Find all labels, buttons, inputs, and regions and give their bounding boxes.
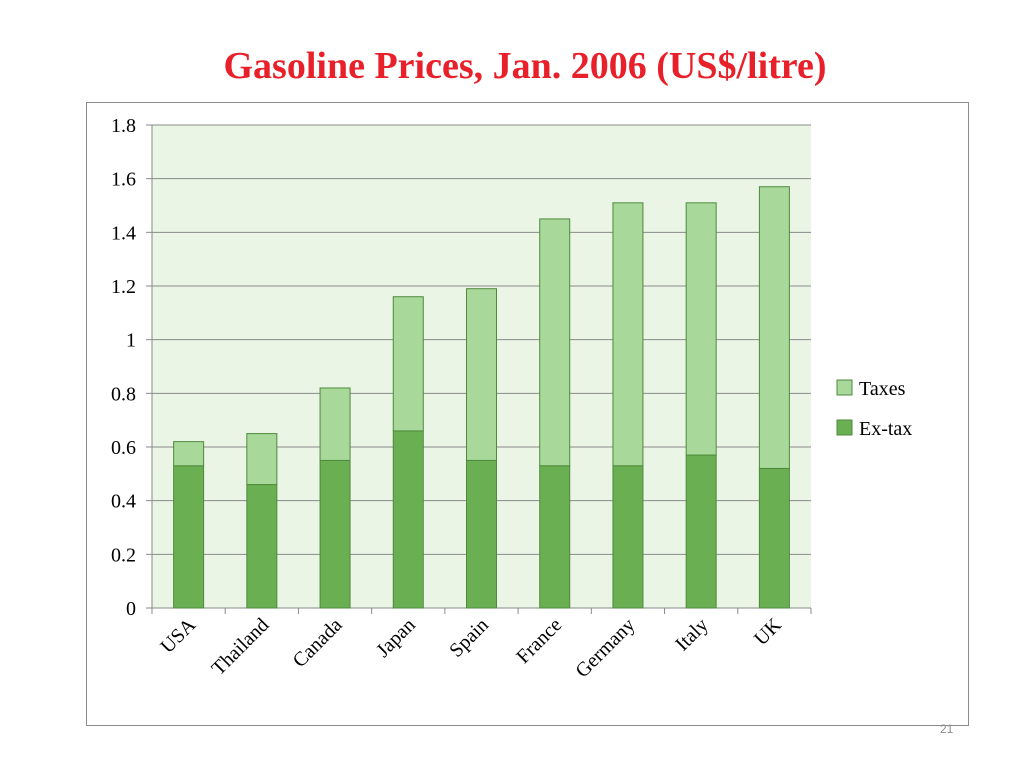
x-tick-label: Thailand [208,614,274,680]
y-tick-label: 0.4 [111,491,136,513]
bar-extax [392,430,424,609]
stacked-bar-chart: 0 0.2 0.4 0.6 0.8 1 1.2 1.4 1.6 1.8 USA Thailand Can… [111,115,912,682]
slide-title: Gasoline Prices, Jan. 2006 (US$/litre) [223,45,827,87]
bar-taxes [392,296,424,432]
x-tick-label: USA [156,614,200,658]
chart-frame: 0 0.2 0.4 0.6 0.8 1 1.2 1.4 1.6 1.8 USA Thailand Can… [86,102,969,726]
bar-extax [246,484,278,609]
bar-taxes [466,288,497,461]
bar-taxes [758,186,790,469]
bar-taxes [173,441,205,467]
y-tick-label: 0.2 [111,544,136,566]
y-tick-label: 1.4 [111,222,136,244]
y-tick-label: 1.2 [111,276,136,298]
x-tick-label: Italy [671,614,712,655]
bar-taxes [246,433,278,486]
bar-extax [466,459,497,609]
y-tick-label: 1.8 [111,115,136,137]
x-tick-label: Germany [571,614,639,682]
y-tick-label: 0 [126,598,136,620]
x-tick-label: UK [750,614,786,650]
bar-extax [539,465,571,609]
x-tick-label: France [512,614,566,668]
y-tick-label: 1 [126,330,136,352]
bar-extax [758,467,790,609]
legend-swatch [836,419,853,436]
bar-taxes [612,202,644,467]
bar-taxes [685,202,717,456]
bar-taxes [319,387,351,461]
x-tick-label: Canada [289,614,347,672]
bar-extax [612,465,644,609]
x-tick-label: Spain [445,614,493,662]
bar-taxes [539,218,571,467]
y-tick-label: 0.6 [111,437,136,459]
bar-extax [685,454,717,609]
legend-label: Taxes [859,378,906,400]
page-number: 21 [940,722,954,736]
y-tick-label: 0.8 [111,383,136,405]
y-tick-label: 1.6 [111,169,136,191]
bar-extax [319,459,351,609]
bar-extax [173,465,205,609]
x-tick-label: Japan [372,614,420,662]
legend-swatch [836,379,853,396]
legend-label: Ex-tax [859,418,912,440]
